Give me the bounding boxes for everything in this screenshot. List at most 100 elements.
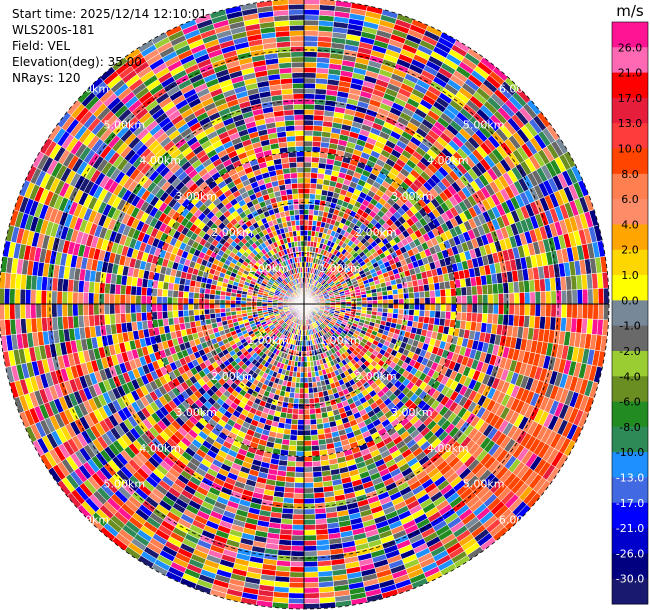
velocity-gate	[288, 444, 297, 452]
velocity-gate	[307, 382, 314, 389]
velocity-gate	[487, 293, 494, 305]
velocity-gate	[382, 299, 389, 305]
velocity-gate	[392, 308, 399, 315]
velocity-gate	[424, 297, 431, 305]
velocity-gate	[303, 214, 309, 221]
velocity-gate	[297, 424, 305, 431]
velocity-gate	[296, 445, 305, 452]
velocity-gate	[293, 392, 300, 399]
velocity-gate	[293, 492, 305, 499]
velocity-gate	[303, 88, 316, 95]
velocity-gate	[482, 303, 489, 314]
velocity-gate	[291, 524, 305, 531]
velocity-gate	[429, 303, 436, 312]
velocity-gate	[293, 503, 305, 510]
velocity-gate	[303, 135, 314, 142]
velocity-gate	[592, 303, 599, 320]
velocity-gate	[550, 290, 557, 305]
velocity-gate	[418, 309, 426, 317]
velocity-gate	[407, 286, 415, 294]
velocity-gate	[471, 303, 478, 314]
velocity-gate	[508, 303, 515, 316]
velocity-gate	[476, 312, 483, 323]
velocity-gate	[303, 550, 318, 557]
velocity-gate	[303, 445, 312, 452]
velocity-gate	[293, 397, 300, 405]
velocity-gate	[303, 372, 309, 378]
velocity-gate	[303, 103, 315, 110]
velocity-gate	[366, 300, 373, 305]
velocity-gate	[303, 382, 309, 389]
velocity-gate	[309, 408, 316, 415]
velocity-gate	[303, 477, 314, 484]
velocity-gate	[524, 291, 531, 305]
velocity-gate	[387, 299, 394, 305]
velocity-gate	[398, 303, 405, 310]
velocity-gate	[534, 303, 541, 317]
velocity-gate	[376, 295, 384, 301]
velocity-gate	[295, 450, 305, 457]
velocity-gate	[371, 296, 378, 301]
velocity-gate	[309, 193, 316, 200]
velocity-gate	[303, 545, 318, 552]
velocity-gate	[450, 295, 457, 305]
velocity-gate	[303, 482, 314, 489]
velocity-gate	[450, 303, 457, 313]
velocity-gate	[540, 291, 547, 305]
velocity-gate	[310, 424, 318, 431]
velocity-gate	[403, 303, 410, 310]
velocity-gate	[308, 387, 314, 394]
velocity-gate	[303, 456, 313, 463]
velocity-gate	[471, 312, 478, 323]
velocity-gate	[477, 294, 484, 305]
velocity-gate	[303, 61, 317, 68]
velocity-gate	[303, 466, 314, 473]
velocity-gate	[372, 299, 378, 305]
velocity-gate	[303, 51, 318, 58]
velocity-gate	[294, 471, 305, 478]
velocity-gate	[440, 303, 447, 312]
velocity-gate	[471, 294, 478, 305]
velocity-gate	[303, 393, 310, 399]
velocity-gate	[303, 14, 320, 21]
velocity-sectors	[0, 0, 610, 610]
velocity-gate	[398, 298, 405, 305]
velocity-gate	[561, 289, 568, 305]
velocity-gate	[289, 566, 305, 573]
velocity-gate	[450, 287, 457, 297]
velocity-gate	[303, 124, 314, 131]
velocity-gate	[308, 392, 315, 399]
velocity-gate	[271, 601, 289, 609]
velocity-gate	[419, 297, 426, 305]
velocity-gate	[407, 314, 415, 322]
velocity-gate	[294, 477, 305, 484]
velocity-gate	[303, 471, 314, 478]
velocity-gate	[311, 146, 321, 153]
velocity-gate	[299, 387, 305, 394]
velocity-gate	[603, 287, 610, 305]
velocity-gate	[466, 294, 473, 305]
velocity-gate	[540, 303, 547, 317]
velocity-gate	[303, 424, 311, 431]
velocity-gate	[466, 303, 473, 314]
velocity-gate	[291, 534, 305, 541]
velocity-gate	[444, 311, 452, 320]
velocity-gate	[486, 313, 494, 325]
velocity-gate	[303, 151, 313, 158]
velocity-gate	[293, 487, 305, 494]
velocity-gate	[312, 476, 323, 483]
velocity-gate	[289, 429, 298, 436]
velocity-gate	[314, 402, 321, 409]
velocity-gate	[397, 288, 404, 295]
velocity-gate	[303, 72, 317, 79]
velocity-gate	[297, 419, 305, 426]
velocity-gate	[285, 476, 296, 483]
velocity-gate	[403, 298, 410, 305]
velocity-gate	[587, 288, 594, 305]
velocity-gate	[381, 290, 388, 297]
velocity-gate	[303, 177, 311, 184]
velocity-gate	[492, 303, 499, 315]
velocity-gate	[303, 209, 310, 215]
velocity-gate	[503, 293, 510, 305]
velocity-gate	[424, 310, 431, 318]
